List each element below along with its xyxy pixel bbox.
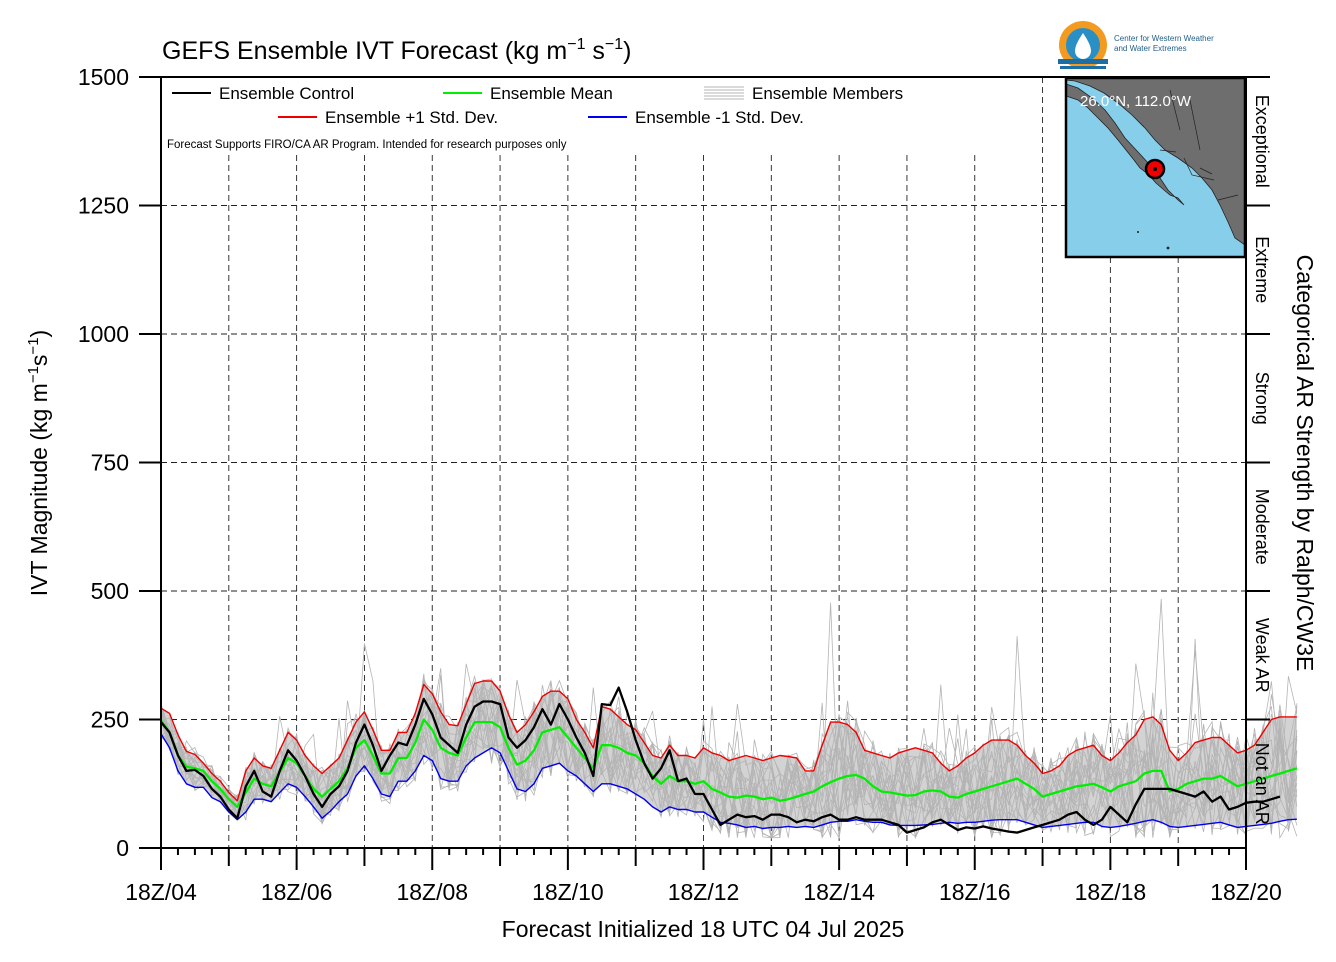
ensemble-member-line [160,598,1298,838]
x-tick-label: 18Z/16 [939,879,1011,905]
plot-area [139,76,1298,870]
x-tick-label: 18Z/18 [1075,879,1147,905]
cw3e-logo: Center for Western Weather and Water Ext… [1058,21,1214,69]
y-tick-label: 250 [91,707,129,733]
ensemble-member-line [160,677,1298,839]
logo-line-2: and Water Extremes [1114,44,1187,53]
y-axis-label: IVT Magnitude (kg m−1s−1) [25,330,52,596]
category-label: Weak AR [1252,618,1272,693]
category-label: Strong [1252,372,1272,425]
category-label: Not an AR [1252,743,1272,825]
legend-mean-label: Ensemble Mean [490,84,613,103]
inset-location-label: 26.0°N, 112.0°W [1080,93,1192,110]
x-tick-labels: 18Z/04 18Z/06 18Z/08 18Z/10 18Z/12 18Z/14 18Z/… [125,879,1282,905]
category-axis-ticks [1246,76,1270,721]
series-line-control [160,686,1281,834]
ensemble-member-line [160,650,1298,838]
legend: Ensemble Control Ensemble Mean Ensemble … [167,84,903,151]
std-dev-shaded-band [161,681,1297,829]
disclaimer-text: Forecast Supports FIRO/CA AR Program. In… [167,139,567,151]
series-line-plus [160,680,1297,802]
y-tick-labels: 0 250 500 750 1000 1250 1500 [78,64,129,861]
y-axis-ticks [139,76,161,849]
ensemble-member-line [160,643,1298,840]
chart-title: GEFS Ensemble IVT Forecast (kg m−1 s−1) [162,36,632,65]
y-tick-label: 1500 [78,64,129,90]
category-labels: Not an AR Weak AR Moderate Strong Extreme Exc… [1252,95,1272,825]
ensemble-member-line [160,684,1298,835]
x-tick-label: 18Z/10 [532,879,604,905]
legend-minus-std-label: Ensemble -1 Std. Dev. [635,108,804,127]
y-tick-label: 1000 [78,321,129,347]
ensemble-member-line [160,676,1298,839]
grid-lines [161,77,1246,848]
legend-members-label: Ensemble Members [752,84,903,103]
ensemble-member-line [160,638,1298,838]
legend-control-label: Ensemble Control [219,84,354,103]
x-tick-label: 18Z/06 [261,879,333,905]
x-tick-label: 18Z/08 [396,879,468,905]
series-lines [160,680,1298,834]
right-axis-title: Categorical AR Strength by Ralph/CW3E [1292,255,1318,672]
y-tick-label: 0 [116,835,129,861]
x-axis-ticks [160,848,1247,870]
y-tick-label: 500 [91,578,129,604]
x-tick-label: 18Z/14 [803,879,875,905]
ensemble-member-line [160,688,1298,837]
category-label: Exceptional [1252,95,1272,188]
x-tick-label: 18Z/04 [125,879,197,905]
series-line-minus [160,733,1297,830]
logo-line-1: Center for Western Weather [1114,34,1214,43]
y-tick-label: 750 [91,450,129,476]
y-tick-label: 1250 [78,193,129,219]
inset-location-map: 26.0°N, 112.0°W [1064,76,1247,259]
x-axis-label: Forecast Initialized 18 UTC 04 Jul 2025 [502,916,905,942]
x-tick-label: 18Z/20 [1210,879,1282,905]
cw3e-water-drop-logo-icon [1058,21,1108,69]
legend-plus-std-label: Ensemble +1 Std. Dev. [325,108,498,127]
category-label: Moderate [1252,489,1272,565]
ensemble-member-lines [160,598,1298,840]
x-tick-label: 18Z/12 [668,879,740,905]
legend-members-swatch [704,86,744,100]
ensemble-member-line [160,697,1298,838]
category-label: Extreme [1252,236,1272,303]
